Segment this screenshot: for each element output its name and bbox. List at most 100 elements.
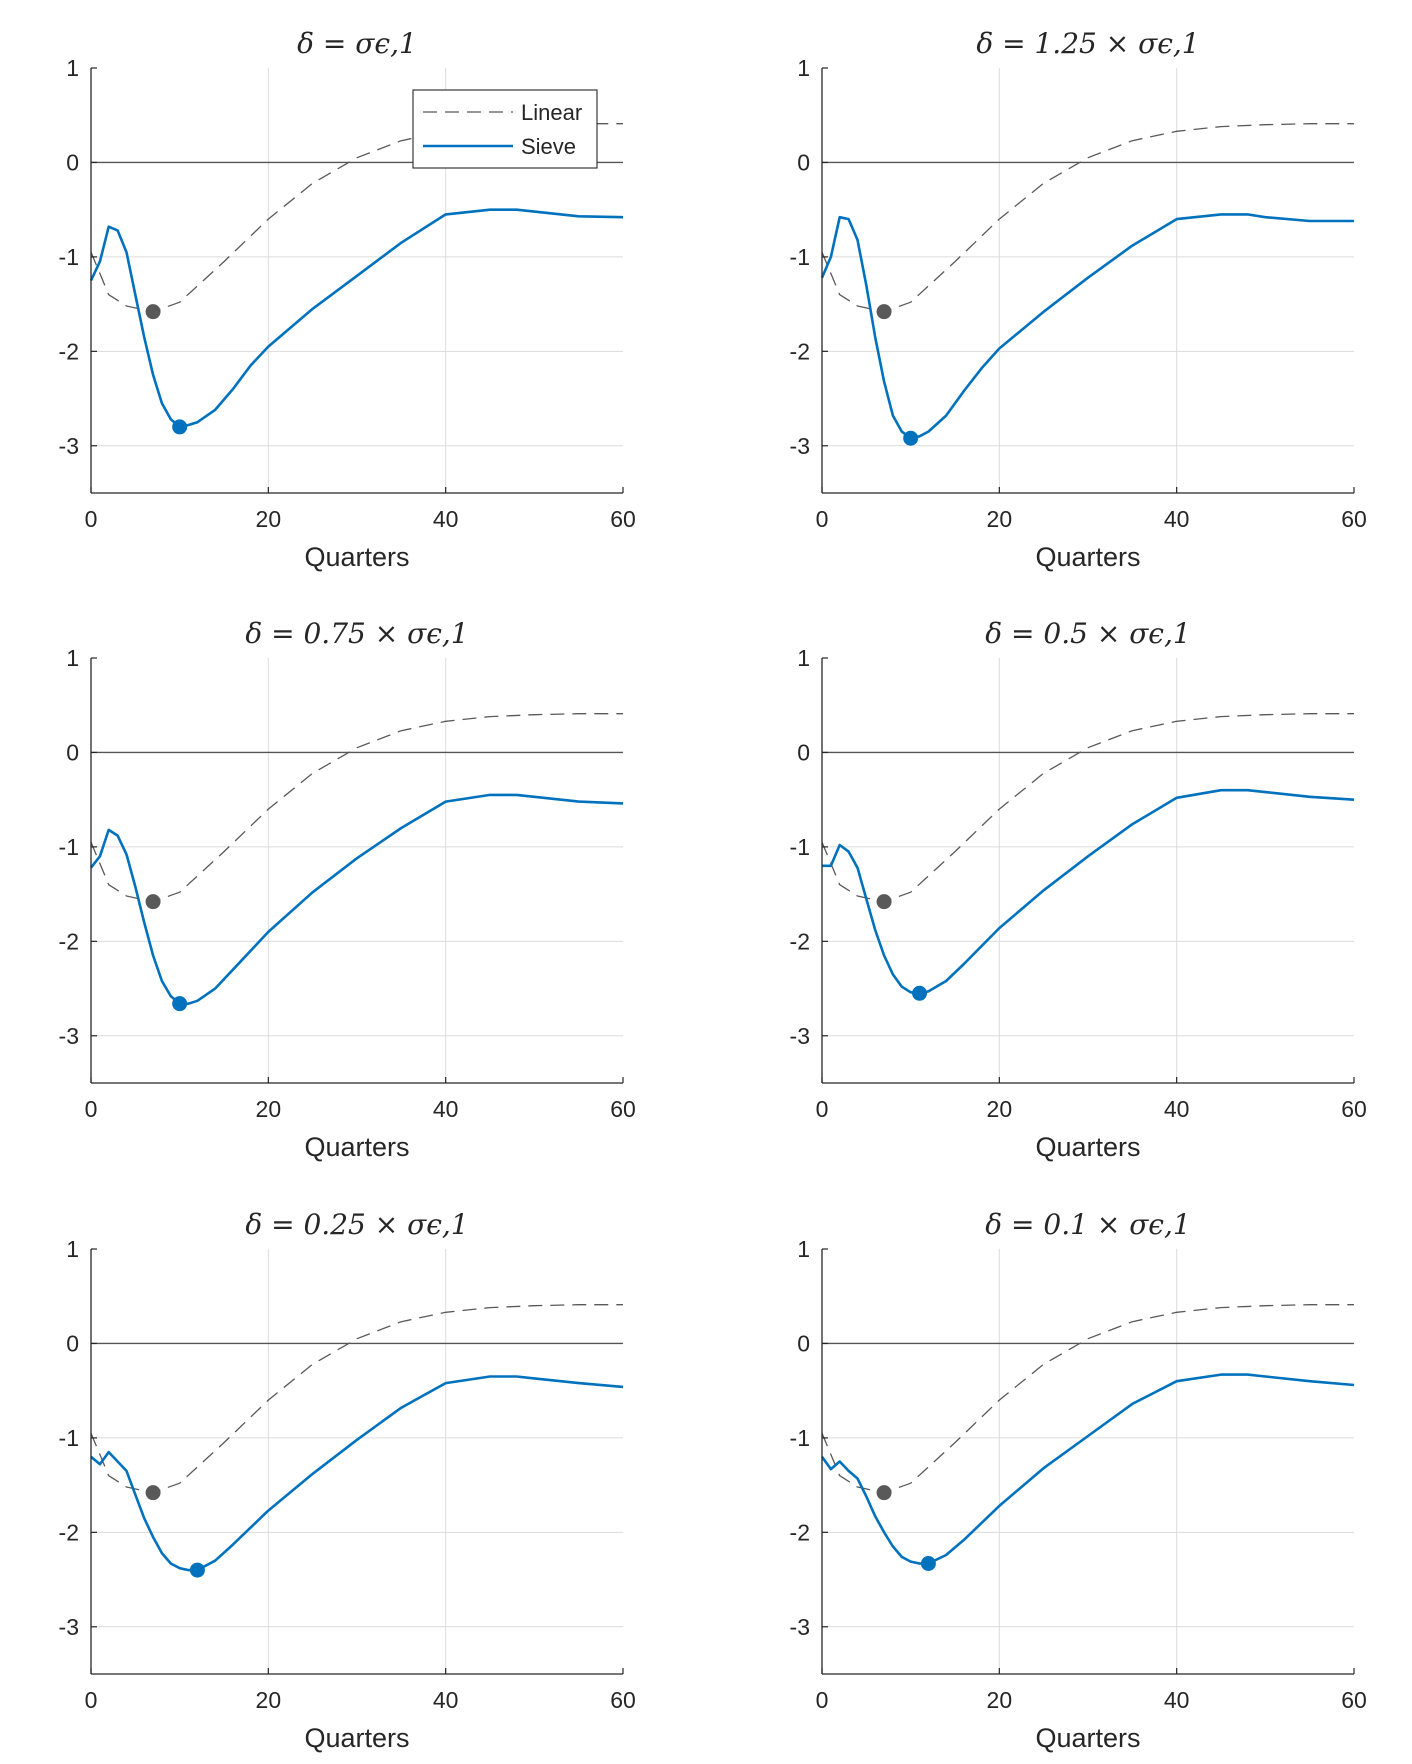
y-tick-label: -1 (59, 244, 79, 270)
y-tick-label: 1 (797, 645, 810, 671)
x-axis-label: Quarters (1035, 542, 1140, 572)
sieve-series-line (820, 1373, 1355, 1565)
y-tick-label: -3 (59, 1614, 79, 1640)
x-tick-label: 40 (1164, 506, 1190, 532)
x-tick-label: 60 (1341, 1687, 1367, 1713)
sieve-trough-marker (172, 996, 188, 1012)
sieve-series-line (820, 213, 1354, 440)
x-axis-label: Quarters (1035, 1723, 1140, 1753)
y-tick-label: -2 (790, 338, 810, 364)
linear-series-line (90, 1304, 623, 1494)
y-tick-label: 0 (66, 149, 79, 175)
y-tick-label: -1 (59, 1425, 79, 1451)
panel-4: 0 20 40 60 1 0 -1 -2 -3 Quarters δ = 0.5 × σϵ,1 (790, 617, 1367, 1162)
x-tick-label: 20 (987, 1687, 1013, 1713)
sieve-trough-marker (903, 430, 919, 446)
y-tick-label: 0 (797, 1330, 810, 1356)
linear-series-line (821, 123, 1354, 313)
y-tick-label: 1 (66, 645, 79, 671)
y-tick-label: 1 (66, 55, 79, 81)
y-tick-label: -1 (790, 834, 810, 860)
x-tick-label: 40 (1164, 1687, 1190, 1713)
linear-trough-marker (876, 1485, 892, 1501)
sieve-trough-marker (912, 985, 928, 1001)
x-axis-label: Quarters (304, 1723, 409, 1753)
x-tick-label: 40 (433, 1687, 459, 1713)
y-tick-label: -2 (59, 338, 79, 364)
panel-title: δ = σϵ,1 (297, 27, 417, 60)
y-tick-label: 0 (66, 1330, 79, 1356)
sieve-trough-marker (920, 1556, 936, 1571)
x-tick-label: 0 (85, 1096, 98, 1122)
panel-5: 0 20 40 60 1 0 -1 -2 -3 Quarters δ = 0.25 × σϵ,1 (59, 1208, 636, 1753)
panel-title: δ = 0.5 × σϵ,1 (985, 617, 1190, 650)
y-tick-label: 0 (797, 149, 810, 175)
linear-trough-marker (145, 1485, 161, 1501)
sieve-series-line (89, 793, 624, 1006)
y-tick-label: -1 (790, 244, 810, 270)
legend-box (412, 89, 598, 169)
x-tick-label: 0 (816, 506, 829, 532)
panel-title: δ = 0.25 × σϵ,1 (245, 1208, 468, 1241)
sieve-trough-marker (172, 419, 188, 435)
x-tick-label: 60 (1341, 1096, 1367, 1122)
x-tick-label: 60 (1341, 506, 1367, 532)
y-tick-label: -3 (790, 1023, 810, 1049)
x-axis-label: Quarters (1035, 1132, 1140, 1162)
x-tick-label: 40 (1164, 1096, 1190, 1122)
y-tick-label: -3 (59, 1023, 79, 1049)
sieve-series-line (90, 1375, 624, 1572)
legend-sieve-label: Sieve (521, 134, 576, 159)
x-tick-label: 0 (85, 1687, 98, 1713)
sieve-series-line (822, 788, 1355, 995)
panel-title: δ = 0.75 × σϵ,1 (245, 617, 468, 650)
y-tick-label: -2 (59, 928, 79, 954)
y-tick-label: -2 (59, 1519, 79, 1545)
y-tick-label: 1 (797, 1236, 810, 1262)
panel-title: δ = 0.1 × σϵ,1 (985, 1208, 1190, 1241)
y-tick-label: -3 (59, 433, 79, 459)
y-tick-label: -3 (790, 1614, 810, 1640)
y-tick-label: -2 (790, 1519, 810, 1545)
x-tick-label: 20 (256, 1687, 282, 1713)
panel-1: 0 20 40 60 1 0 -1 -2 -3 Quarters δ = σϵ,1 Linear Sie… (59, 27, 636, 572)
linear-trough-marker (145, 894, 161, 910)
sieve-trough-marker (189, 1562, 205, 1578)
legend-linear-label: Linear (521, 100, 582, 125)
x-tick-label: 20 (256, 1096, 282, 1122)
x-axis-label: Quarters (304, 542, 409, 572)
y-tick-label: 1 (797, 55, 810, 81)
panel-2: 0 20 40 60 1 0 -1 -2 -3 Quarters δ = 1.25 × σϵ,1 (790, 27, 1367, 572)
linear-trough-marker (145, 304, 161, 320)
x-tick-label: 0 (85, 506, 98, 532)
y-tick-label: 0 (797, 739, 810, 765)
x-tick-label: 40 (433, 506, 459, 532)
x-axis-label: Quarters (304, 1132, 409, 1162)
x-tick-label: 0 (816, 1687, 829, 1713)
linear-series-line (821, 713, 1354, 903)
y-tick-label: 1 (66, 1236, 79, 1262)
panel-6: 0 20 40 60 1 0 -1 -2 -3 Quarters δ = 0.1 × σϵ,1 (790, 1208, 1367, 1753)
y-tick-label: -3 (790, 433, 810, 459)
x-tick-label: 60 (610, 1687, 636, 1713)
x-tick-label: 20 (256, 506, 282, 532)
linear-series-line (90, 713, 623, 903)
x-tick-label: 20 (987, 506, 1013, 532)
panel-3: 0 20 40 60 1 0 -1 -2 -3 Quarters δ = 0.75 × σϵ,1 (59, 617, 636, 1162)
x-tick-label: 0 (816, 1096, 829, 1122)
x-tick-label: 60 (610, 1096, 636, 1122)
linear-trough-marker (876, 304, 892, 320)
legend: Linear Sieve (412, 89, 598, 169)
y-tick-label: -1 (59, 834, 79, 860)
linear-series-line (821, 1304, 1354, 1494)
y-tick-label: -2 (790, 928, 810, 954)
y-tick-label: 0 (66, 739, 79, 765)
sieve-series-line (89, 208, 624, 429)
x-tick-label: 60 (610, 506, 636, 532)
y-tick-label: -1 (790, 1425, 810, 1451)
x-tick-label: 20 (987, 1096, 1013, 1122)
x-tick-label: 40 (433, 1096, 459, 1122)
panel-title: δ = 1.25 × σϵ,1 (976, 27, 1199, 60)
linear-trough-marker (876, 894, 892, 910)
